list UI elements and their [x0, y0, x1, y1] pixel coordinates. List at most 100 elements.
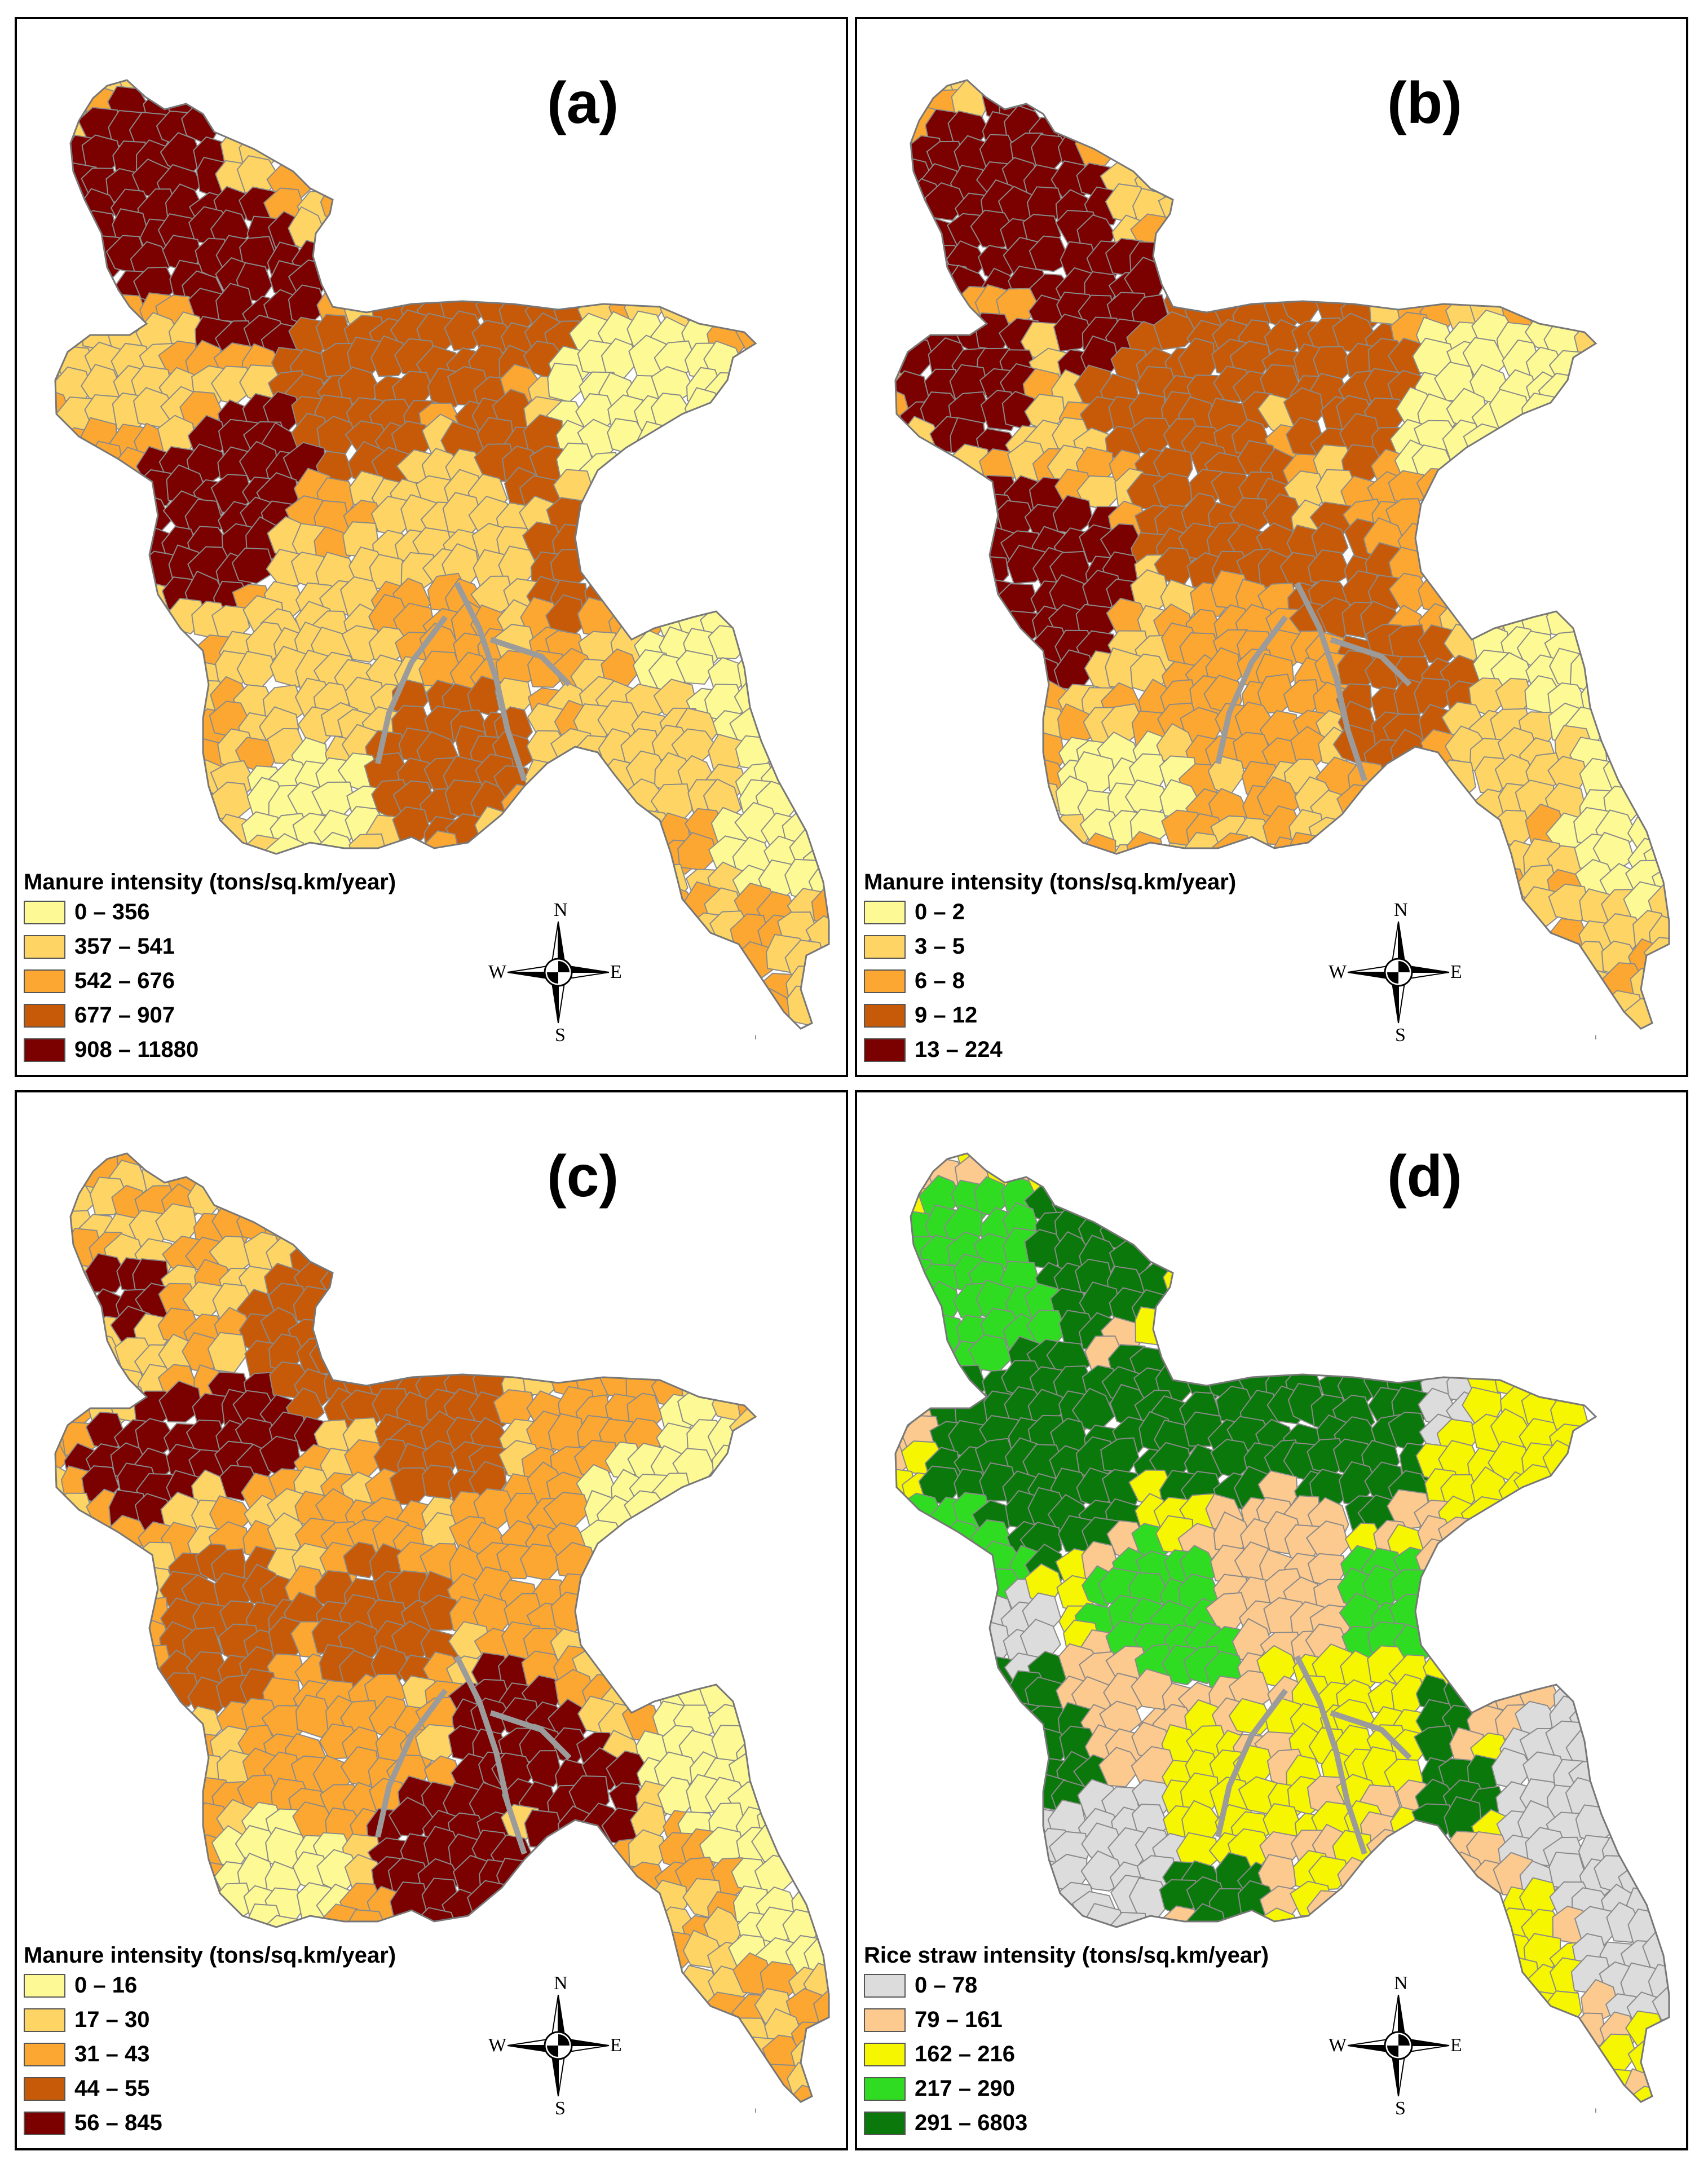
region-polygon — [1287, 831, 1329, 871]
legend-item: 908 – 11880 — [24, 1033, 396, 1067]
north-arrow-compass-icon: N S E W — [488, 900, 622, 1046]
map-panel-d: (d) Rice straw intensity (tons/sq.km/yea… — [855, 1090, 1688, 2150]
legend-swatch — [864, 2008, 906, 2032]
legend-item: 0 – 78 — [864, 1968, 1269, 2003]
compass-west: W — [1329, 2035, 1347, 2056]
legend-swatch — [864, 2042, 906, 2066]
legend-range: 13 – 224 — [915, 1037, 1003, 1062]
compass-west: W — [1329, 962, 1347, 982]
compass-east: E — [1450, 962, 1462, 982]
choropleth-map — [894, 79, 1670, 1030]
region-polygon — [975, 1655, 1016, 1697]
legend-range: 677 – 907 — [74, 1003, 175, 1028]
legend-range: 0 – 78 — [915, 1973, 978, 1998]
river-channel — [375, 1689, 448, 1838]
legend-title: Manure intensity (tons/sq.km/year) — [24, 870, 396, 894]
map-panel-c: (c) Manure intensity (tons/sq.km/year) 0… — [15, 1090, 848, 2150]
region-polygon — [320, 1262, 361, 1304]
map-legend: Manure intensity (tons/sq.km/year) 0 – 3… — [24, 870, 396, 1067]
region-polygon — [527, 650, 566, 688]
legend-range: 291 – 6803 — [915, 2110, 1028, 2135]
legend-swatch — [864, 900, 906, 924]
legend-swatch — [24, 2077, 65, 2101]
legend-range: 31 – 43 — [74, 2042, 150, 2066]
region-polygon — [1153, 311, 1198, 351]
legend-item: 13 – 224 — [864, 1033, 1236, 1067]
compass-north: N — [1394, 900, 1408, 920]
legend-title: Manure intensity (tons/sq.km/year) — [864, 870, 1237, 894]
compass-north: N — [1394, 1973, 1408, 1994]
legend-item: 3 – 5 — [864, 929, 1236, 964]
river-channel — [1330, 1710, 1412, 1760]
region-polygon — [736, 650, 776, 689]
compass-south: S — [1395, 2098, 1406, 2119]
legend-range: 217 – 290 — [915, 2076, 1015, 2101]
compass-quadrant — [558, 961, 570, 972]
region-polygon — [811, 884, 829, 925]
upazila-regions — [55, 1153, 829, 2102]
compass-quadrant — [1398, 2034, 1410, 2046]
legend-range: 162 – 216 — [915, 2042, 1015, 2066]
region-polygon — [1029, 235, 1071, 272]
region-polygon — [676, 650, 715, 685]
region-polygon — [1162, 1260, 1201, 1301]
region-polygon — [444, 310, 485, 351]
river-channel — [1215, 1689, 1288, 1838]
choropleth-map — [54, 79, 830, 1030]
legend-range: 56 – 845 — [74, 2110, 162, 2135]
legend-range: 44 – 55 — [74, 2076, 150, 2101]
legend-item: 0 – 2 — [864, 895, 1236, 929]
legend-range: 79 – 161 — [915, 2007, 1003, 2032]
region-polygon — [343, 1541, 381, 1579]
map-panel-b: (b) Manure intensity (tons/sq.km/year) 0… — [855, 17, 1688, 1077]
legend-item: 9 – 12 — [864, 998, 1236, 1033]
scale-mark: ı — [754, 1032, 757, 1041]
legend-range: 17 – 30 — [74, 2007, 150, 2032]
compass-quadrant — [1387, 2046, 1398, 2057]
legend-swatch — [864, 2111, 906, 2135]
legend-item: 357 – 541 — [24, 929, 396, 964]
compass-east: E — [610, 962, 622, 982]
legend-item: 291 – 6803 — [864, 2106, 1269, 2140]
region-polygon — [1652, 1982, 1669, 2026]
compass-south: S — [555, 1025, 566, 1046]
legend-swatch — [24, 935, 65, 959]
legend-swatch — [864, 969, 906, 993]
region-polygon — [1098, 1747, 1142, 1788]
scale-mark: ı — [1595, 2105, 1597, 2114]
country-outline — [54, 1152, 830, 2103]
legend-item: 677 – 907 — [24, 998, 396, 1033]
legend-swatch — [864, 1003, 906, 1028]
compass-quadrant — [547, 2046, 558, 2057]
region-polygon — [496, 1857, 538, 1897]
legend-item: 44 – 55 — [24, 2071, 396, 2106]
region-polygon — [295, 1694, 334, 1738]
choropleth-map — [894, 1152, 1670, 2103]
panel-label: (c) — [547, 1144, 619, 1209]
legend-item: 0 – 16 — [24, 1968, 396, 2003]
panel-label: (a) — [547, 70, 619, 136]
river-channel — [1330, 637, 1412, 687]
river-channel — [1294, 1655, 1367, 1855]
compass-south: S — [555, 2098, 566, 2119]
panel-label: (b) — [1387, 70, 1462, 136]
compass-quadrant — [1398, 961, 1410, 972]
legend-swatch — [24, 969, 65, 993]
region-polygon — [55, 1492, 94, 1531]
panel-label: (d) — [1387, 1144, 1462, 1209]
compass-quadrant — [1387, 972, 1398, 984]
legend-item: 6 – 8 — [864, 964, 1236, 998]
legend-range: 9 – 12 — [915, 1003, 978, 1028]
river-channel — [489, 637, 572, 687]
compass-south: S — [1395, 1025, 1406, 1046]
legend-item: 31 – 43 — [24, 2037, 396, 2071]
legend-range: 542 – 676 — [74, 968, 175, 993]
legend-swatch — [24, 1038, 65, 1062]
legend-swatch — [24, 1003, 65, 1028]
river-channel — [454, 1655, 527, 1855]
legend-swatch — [864, 935, 906, 959]
legend-swatch — [864, 2077, 906, 2101]
legend-item: 56 – 845 — [24, 2106, 396, 2140]
legend-title: Manure intensity (tons/sq.km/year) — [24, 1943, 396, 1968]
legend-range: 0 – 356 — [74, 900, 150, 924]
